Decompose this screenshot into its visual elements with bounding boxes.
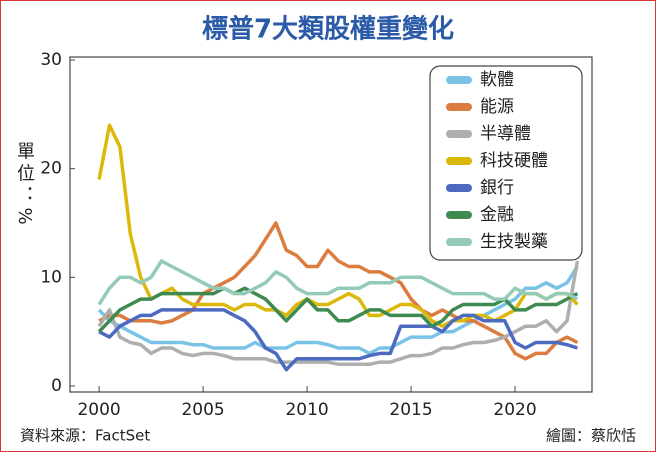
series-line — [98, 308, 578, 372]
legend-label: 生技製藥 — [480, 232, 548, 252]
x-tick-label: 2020 — [493, 400, 536, 420]
x-tick-label: 2000 — [77, 400, 120, 420]
x-tick-label: 2005 — [181, 400, 224, 420]
legend-label: 銀行 — [480, 178, 514, 198]
legend-swatch — [446, 211, 472, 219]
y-tick-label: 20 — [40, 159, 62, 179]
y-tick-label: 10 — [40, 267, 62, 287]
plot-frame — [69, 56, 593, 393]
series-line — [98, 221, 579, 361]
series-line — [97, 286, 579, 333]
legend-swatch — [446, 103, 472, 111]
legend-label: 軟體 — [480, 70, 514, 90]
legend-swatch — [446, 157, 472, 165]
legend-swatch — [446, 130, 472, 138]
y-tick-label: 30 — [40, 50, 62, 70]
legend-label: 科技硬體 — [480, 151, 548, 171]
y-axis-label: 單位：% — [14, 141, 35, 228]
series-line — [97, 123, 579, 328]
legend-swatch — [446, 184, 472, 192]
legend-swatch — [446, 238, 472, 246]
legend-label: 半導體 — [480, 124, 531, 144]
x-tick-label: 2010 — [285, 400, 328, 420]
chart-title: 標普7大類股權重變化 — [202, 14, 454, 45]
legend-label: 金融 — [480, 205, 514, 225]
legend-label: 能源 — [480, 97, 514, 117]
series-line — [97, 259, 579, 306]
source: 資料來源：FactSet — [20, 427, 150, 445]
x-tick-label: 2015 — [389, 400, 432, 420]
series-line — [97, 260, 580, 367]
legend-swatch — [446, 76, 472, 84]
y-tick-label: 0 — [51, 376, 62, 396]
credit: 繪圖：蔡欣恬 — [546, 427, 636, 445]
series-line — [97, 265, 579, 356]
